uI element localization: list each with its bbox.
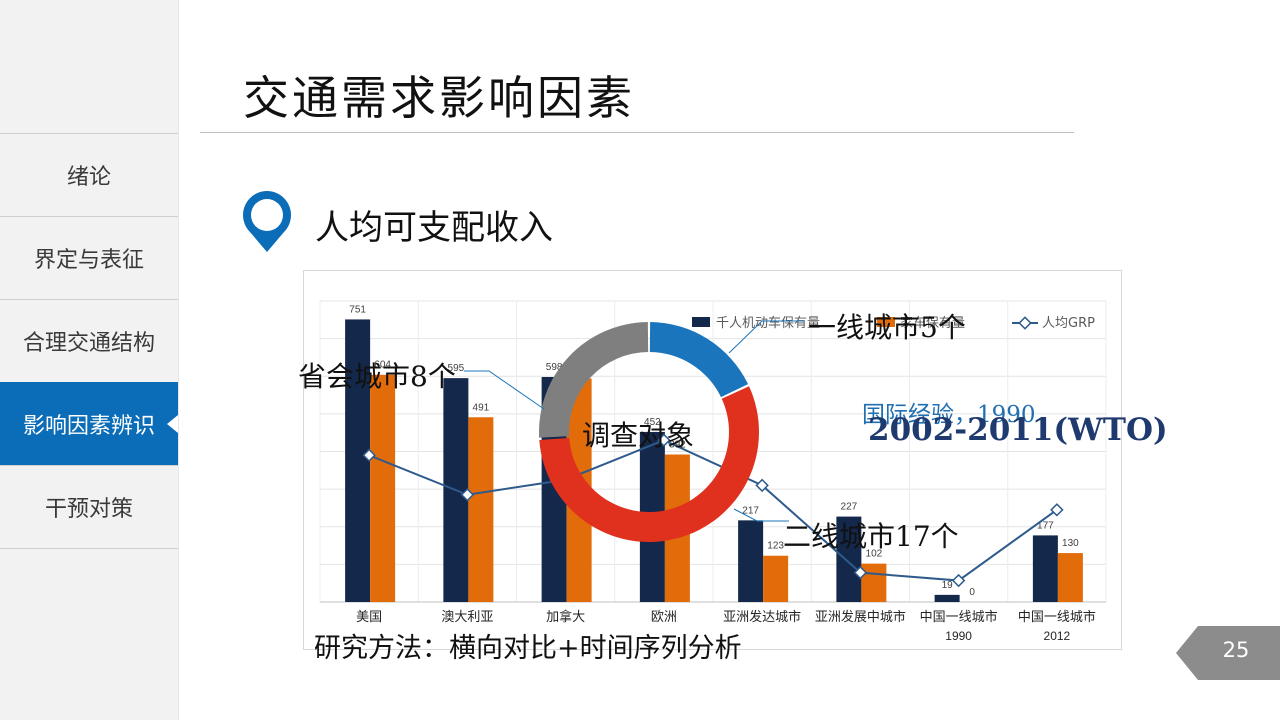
section-subtitle: 人均可支配收入 (315, 208, 553, 248)
leader-line (464, 370, 545, 410)
data-label: 598 (546, 362, 563, 373)
tier1-city-label: 一线城市5个 (808, 311, 966, 344)
legend-marker (1018, 316, 1032, 330)
chart-container: 751604美国595491澳大利亚5984加拿大452392欧洲217123亚… (303, 270, 1122, 650)
line-point (951, 573, 966, 588)
sidebar: 绪论 界定与表征 合理交通结构 影响因素辨识 干预对策 (0, 0, 179, 720)
data-label: 392 (669, 440, 686, 451)
tick-label: 欧洲 (651, 610, 677, 625)
data-label: 130 (1062, 538, 1079, 549)
bar (1057, 553, 1083, 602)
bar (836, 516, 862, 602)
data-label: 452 (644, 417, 661, 428)
sidebar-divider (0, 548, 178, 549)
line-point (853, 565, 868, 580)
tier2-city-label: 二线城市17个 (783, 520, 959, 553)
data-label: 217 (742, 505, 759, 516)
page-number: 25 (1222, 638, 1250, 662)
location-pin-icon (243, 191, 291, 252)
line-point (460, 488, 475, 502)
tick-label: 亚洲发达城市 (723, 609, 801, 625)
sidebar-item-label: 界定与表征 (33, 248, 144, 273)
survey-label: 调查对象 (582, 419, 695, 452)
tick-sublabel: 1990 (945, 629, 972, 643)
legend-label: 千人机动车保有量 (716, 315, 820, 331)
data-label: 227 (841, 502, 858, 513)
bar (934, 594, 960, 602)
leader-line (728, 320, 804, 354)
line-point (362, 448, 376, 462)
bar (738, 520, 764, 602)
data-label: 604 (374, 360, 391, 371)
data-label: 595 (448, 363, 465, 374)
sidebar-item-factors[interactable]: 影响因素辨识 (0, 382, 178, 465)
data-label: 177 (1037, 520, 1054, 531)
bar-line-chart: 751604美国595491澳大利亚5984加拿大452392欧洲217123亚… (319, 300, 1107, 643)
sidebar-item-label: 绪论 (66, 165, 111, 190)
line-point (1050, 503, 1064, 517)
line-point (755, 478, 769, 493)
legend-label: 家车保有量 (900, 315, 965, 331)
data-label: 751 (349, 304, 366, 315)
legend-swatch (692, 317, 710, 327)
leader-line (733, 508, 789, 522)
tick-label: 中国一线城市 (920, 609, 998, 625)
series-line (368, 439, 1058, 582)
research-method-label: 研究方法：横向对比+时间序列分析 (314, 633, 742, 664)
bar (370, 374, 396, 602)
tick-label: 中国一线城市 (1018, 609, 1096, 625)
sidebar-item-structure[interactable]: 合理交通结构 (0, 299, 178, 382)
sidebar-item-intro[interactable]: 绪论 (0, 133, 178, 216)
sidebar-item-intervention[interactable]: 干预对策 (0, 465, 178, 548)
donut-segment (539, 322, 649, 438)
tick-label: 澳大利亚 (441, 609, 493, 625)
sidebar-item-label: 影响因素辨识 (22, 414, 155, 439)
wto-period-label: 2002-2011(WTO) (868, 412, 1168, 448)
tick-sublabel: 2012 (1044, 629, 1071, 643)
sidebar-item-definition[interactable]: 界定与表征 (0, 216, 178, 299)
intl-experience-label: 国际经验，1990 (862, 402, 1036, 428)
bar (345, 319, 371, 602)
page-title: 交通需求影响因素 (243, 71, 635, 125)
bar (468, 417, 494, 602)
provincial-city-label: 省会城市8个 (298, 360, 456, 393)
data-label: 102 (866, 549, 883, 560)
line-point (657, 433, 671, 447)
tick-label: 美国 (356, 610, 382, 625)
tick-label: 加拿大 (546, 609, 585, 625)
legend-swatch (877, 317, 895, 327)
page-number-badge (1176, 626, 1280, 680)
tick-label: 亚洲发展中城市 (815, 609, 906, 625)
bar (1032, 535, 1058, 602)
bar (763, 555, 789, 602)
sidebar-item-label: 干预对策 (44, 497, 133, 522)
legend-label: 人均GRP (1042, 316, 1095, 331)
data-label: 123 (767, 541, 784, 552)
donut-segment (649, 322, 749, 398)
donut-segment (539, 386, 759, 542)
title-divider (200, 132, 1074, 133)
bar (861, 563, 887, 602)
data-label: 0 (969, 587, 975, 598)
data-label: 19 (942, 580, 954, 591)
data-label: 491 (473, 402, 490, 413)
sidebar-item-label: 合理交通结构 (22, 331, 155, 356)
